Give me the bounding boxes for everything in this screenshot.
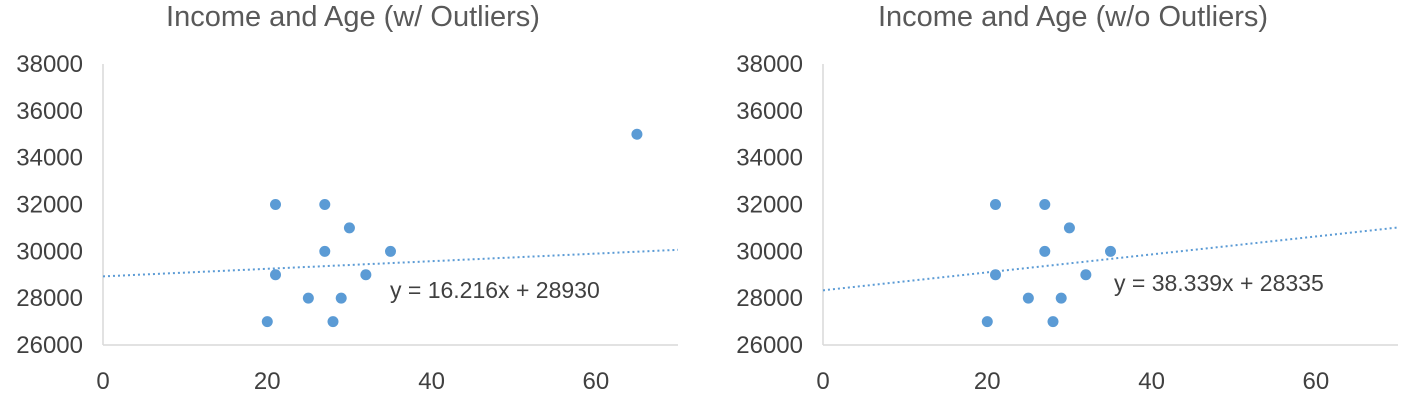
data-point bbox=[1080, 269, 1092, 281]
x-tick-label: 40 bbox=[1138, 368, 1165, 395]
y-tick-label: 34000 bbox=[736, 145, 803, 172]
x-tick-label: 60 bbox=[583, 368, 610, 395]
data-point bbox=[990, 199, 1001, 210]
data-point bbox=[302, 292, 314, 304]
data-point bbox=[335, 292, 347, 304]
data-point bbox=[981, 316, 993, 328]
data-point bbox=[1105, 245, 1116, 257]
data-point bbox=[270, 269, 281, 281]
y-tick-label: 26000 bbox=[736, 332, 803, 359]
trendline-equation: y = 38.339x + 28335 bbox=[1114, 270, 1324, 296]
trendline bbox=[102, 248, 679, 278]
data-point bbox=[1022, 292, 1034, 304]
chart-title: Income and Age (w/o Outliers) bbox=[878, 1, 1268, 33]
x-tick-label: 0 bbox=[96, 368, 109, 395]
data-point bbox=[261, 316, 273, 328]
y-tick-label: 36000 bbox=[736, 98, 803, 125]
y-tick-label: 36000 bbox=[16, 98, 83, 125]
y-tick-label: 28000 bbox=[16, 285, 83, 312]
x-tick-label: 20 bbox=[974, 368, 1001, 395]
data-point bbox=[1039, 199, 1051, 210]
y-tick-label: 38000 bbox=[16, 51, 83, 78]
chart-panel-without-outliers: Income and Age (w/o Outliers) 26000 28000 3… bbox=[703, 0, 1406, 407]
x-tick-label: 60 bbox=[1303, 368, 1330, 395]
data-point bbox=[631, 128, 643, 140]
data-point bbox=[385, 245, 396, 257]
x-tick-label: 40 bbox=[418, 368, 445, 395]
x-tick-label: 20 bbox=[254, 368, 281, 395]
y-tick-label: 32000 bbox=[16, 192, 83, 219]
x-tick-label: 0 bbox=[816, 368, 829, 395]
y-tick-label: 34000 bbox=[16, 145, 83, 172]
data-point bbox=[1063, 222, 1075, 234]
y-tick-label: 30000 bbox=[16, 238, 83, 265]
data-point bbox=[319, 199, 331, 210]
scatter-chart-without-outliers: Income and Age (w/o Outliers) 26000 28000 3… bbox=[736, 1, 1399, 395]
trendline-equation: y = 16.216x + 28930 bbox=[390, 277, 600, 303]
data-point bbox=[319, 245, 331, 257]
chart-title: Income and Age (w/ Outliers) bbox=[166, 1, 540, 33]
data-point bbox=[1055, 292, 1067, 304]
data-point bbox=[270, 199, 281, 210]
data-point bbox=[1039, 245, 1051, 257]
y-tick-label: 26000 bbox=[16, 332, 83, 359]
y-tick-label: 32000 bbox=[736, 192, 803, 219]
y-tick-label: 30000 bbox=[736, 238, 803, 265]
y-tick-label: 38000 bbox=[736, 51, 803, 78]
trendline bbox=[822, 226, 1399, 292]
data-point bbox=[327, 316, 339, 328]
data-point bbox=[1047, 316, 1059, 328]
chart-panel-with-outliers: Income and Age (w/ Outliers) 26000 28000 30… bbox=[16, 1, 679, 395]
data-point bbox=[990, 269, 1001, 281]
scatter-chart-with-outliers: Income and Age (w/ Outliers) 26000 28000 30… bbox=[16, 1, 679, 395]
y-tick-label: 28000 bbox=[736, 285, 803, 312]
data-point bbox=[360, 269, 372, 281]
data-point bbox=[343, 222, 355, 234]
